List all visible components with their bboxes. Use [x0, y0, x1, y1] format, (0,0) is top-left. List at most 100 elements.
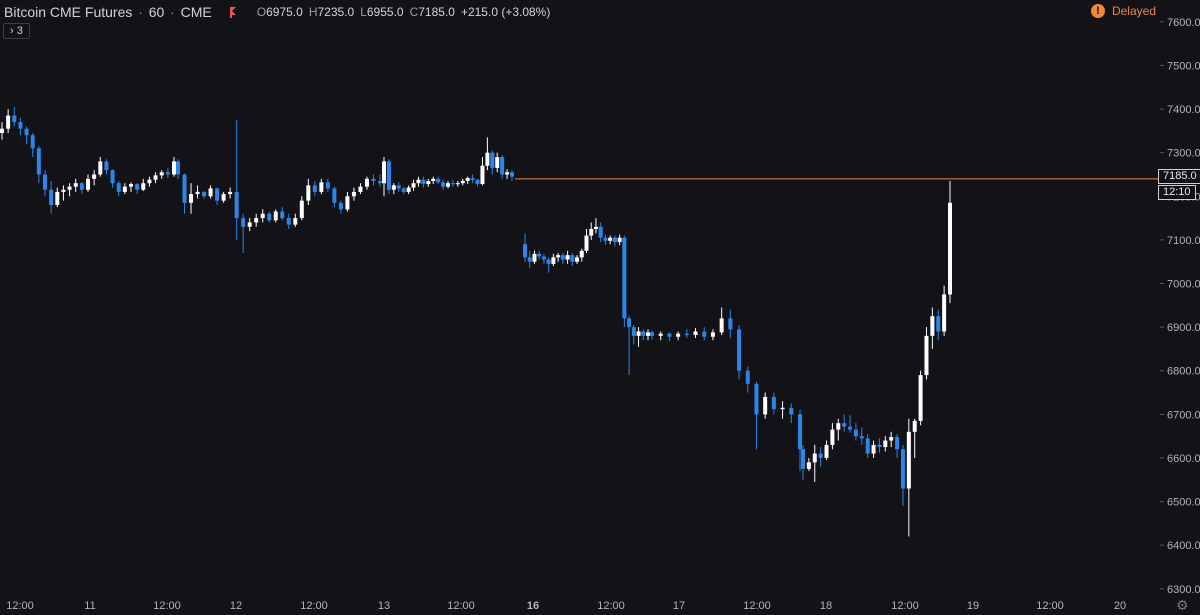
candle-up [930, 316, 935, 336]
candle-down [135, 184, 140, 190]
candle-down [900, 449, 905, 489]
exclamation-icon: ! [1090, 4, 1105, 18]
candle-down [234, 191, 239, 219]
candle-down [176, 161, 180, 175]
y-tick-label: 6900.0 [1167, 322, 1200, 334]
candle-up [806, 462, 811, 469]
candle-down [936, 316, 941, 332]
candle-down [737, 329, 742, 371]
candle-up [780, 407, 785, 410]
candle-down [475, 179, 480, 185]
candle-up [556, 255, 561, 258]
candle-up [98, 161, 103, 175]
x-tick-label: 12:00 [153, 600, 181, 612]
time-scale[interactable]: 12:00 11 12:00 12 12:00 13 12:00 16 12:00 17 12:00… [6, 600, 1126, 612]
candle-up [172, 161, 176, 175]
candle-up [812, 453, 817, 463]
x-tick-label: 11 [84, 600, 95, 612]
candle-up [431, 178, 436, 182]
candle-down [684, 333, 689, 335]
candle-up [67, 186, 72, 190]
indicators-toggle-button[interactable]: › 3 [3, 23, 30, 39]
candle-up [358, 186, 363, 192]
candle-down [728, 318, 733, 330]
separator-dot: · [170, 4, 175, 20]
y-tick-label: 6400.0 [1167, 540, 1200, 552]
x-tick-label: 20 [1114, 600, 1126, 612]
candle-up [364, 178, 369, 187]
candle-up [942, 294, 947, 332]
candle-down [570, 255, 575, 262]
gear-icon[interactable]: ⚙ [1176, 597, 1189, 613]
candle-down [386, 161, 391, 190]
x-tick-label: 12 [230, 600, 242, 612]
candle-up [254, 218, 259, 223]
candle-up [617, 237, 622, 243]
candle-up [306, 185, 311, 201]
candle-down [49, 189, 54, 205]
candle-down [745, 370, 750, 384]
candle-up [382, 161, 386, 184]
candle-up [889, 437, 894, 441]
candle-up [319, 182, 324, 192]
candle-down [622, 237, 627, 319]
candle-up [351, 191, 356, 197]
candle-down [12, 115, 17, 123]
candle-up [658, 333, 663, 336]
candle-down [500, 157, 505, 175]
candle-down [450, 183, 455, 185]
candle-down [202, 191, 207, 197]
candle-up [646, 332, 650, 336]
candle-up [299, 200, 304, 219]
x-tick-label: 13 [378, 600, 390, 612]
symbol-name[interactable]: Bitcoin CME Futures [4, 4, 133, 20]
high-value: 7235.0 [317, 5, 355, 19]
red-flag-icon[interactable] [229, 6, 241, 18]
candle-up [6, 115, 11, 129]
candle-down [848, 426, 853, 430]
last-price-tag: 7185.0 [1158, 169, 1200, 184]
y-tick-label: 6800.0 [1167, 366, 1200, 378]
y-tick-label: 7500.0 [1167, 60, 1200, 72]
interval-label[interactable]: 60 [148, 4, 165, 20]
candle-down [527, 257, 532, 262]
candle-up [195, 191, 200, 195]
candle-down [110, 170, 115, 184]
candle-up [159, 172, 164, 176]
candle-up [505, 172, 510, 175]
change-value: +215.0 (+3.08%) [460, 5, 551, 19]
x-tick-label: 12:00 [300, 600, 328, 612]
x-tick-label: 12:00 [1036, 600, 1064, 612]
candle-down [396, 185, 401, 189]
candle-down [286, 218, 291, 225]
candle-up [465, 177, 470, 182]
close-value: 7185.0 [418, 5, 455, 19]
candle-down [312, 185, 317, 192]
candle-up [836, 423, 841, 430]
candle-up [593, 226, 598, 229]
candle-down [371, 178, 376, 182]
ohlc-high: H7235.0 [309, 5, 354, 19]
open-key: O [256, 5, 267, 19]
y-tick-label: 7100.0 [1167, 235, 1200, 247]
candle-up [589, 228, 594, 236]
candle-down [598, 226, 603, 238]
candle-up [391, 185, 396, 190]
x-tick-label: 12:00 [597, 600, 625, 612]
x-tick-label: 16 [527, 600, 539, 612]
candle-up [584, 235, 589, 251]
candle-up [446, 183, 450, 187]
ohlc-low: L6955.0 [360, 5, 403, 19]
x-tick-label: 18 [820, 600, 832, 612]
candle-down [603, 237, 608, 241]
candle-up [480, 165, 485, 185]
candle-up [906, 431, 911, 489]
candle-down [104, 161, 109, 171]
candle-down [667, 333, 672, 337]
delayed-status[interactable]: ! Delayed [1090, 4, 1156, 18]
candle-down [280, 211, 285, 219]
price-scale[interactable]: 6300.0 6400.0 6500.0 6600.0 6700.0 6800.0 6900… [1160, 17, 1200, 596]
candle-up [147, 179, 152, 184]
candle-down [523, 244, 527, 258]
